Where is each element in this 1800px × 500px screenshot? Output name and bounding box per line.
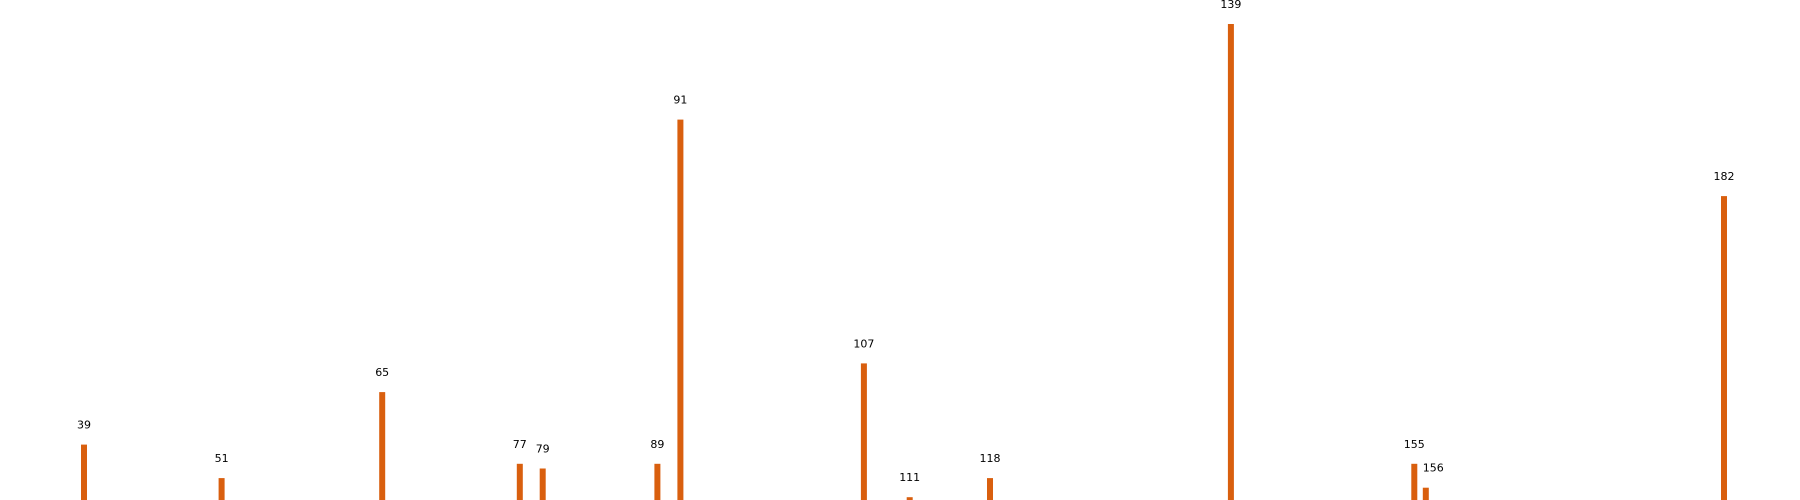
bar-mz-139: [1227, 24, 1234, 500]
peak-label-65: 65: [375, 366, 389, 379]
bars-layer: [81, 24, 1727, 500]
peak-label-51: 51: [215, 452, 229, 465]
bar-mz-77: [516, 463, 523, 500]
labels-layer: 39 51 65 77 79 89 91 107 111 118 139 155 156 182: [77, 0, 1735, 484]
bar-mz-155: [1411, 463, 1418, 500]
bar-mz-79: [539, 468, 546, 500]
bar-mz-91: [677, 119, 684, 500]
peak-label-79: 79: [536, 443, 550, 456]
bar-mz-156: [1422, 487, 1429, 500]
peak-label-39: 39: [77, 419, 91, 432]
peak-label-156: 156: [1423, 462, 1444, 475]
peak-label-155: 155: [1404, 438, 1425, 451]
peak-label-91: 91: [673, 94, 687, 107]
peak-label-118: 118: [980, 452, 1001, 465]
peak-label-107: 107: [853, 337, 874, 350]
peak-label-77: 77: [513, 438, 527, 451]
bar-mz-107: [860, 363, 867, 500]
peak-label-89: 89: [650, 438, 664, 451]
bar-mz-118: [987, 478, 993, 500]
bar-mz-89: [654, 463, 661, 500]
bar-mz-39: [81, 444, 87, 500]
peak-label-111: 111: [899, 471, 920, 484]
bar-mz-51: [218, 478, 225, 500]
bar-mz-65: [379, 392, 386, 500]
peak-label-182: 182: [1714, 170, 1735, 183]
peak-label-139: 139: [1220, 0, 1241, 11]
bar-mz-111: [906, 497, 913, 500]
bar-mz-182: [1721, 196, 1727, 500]
